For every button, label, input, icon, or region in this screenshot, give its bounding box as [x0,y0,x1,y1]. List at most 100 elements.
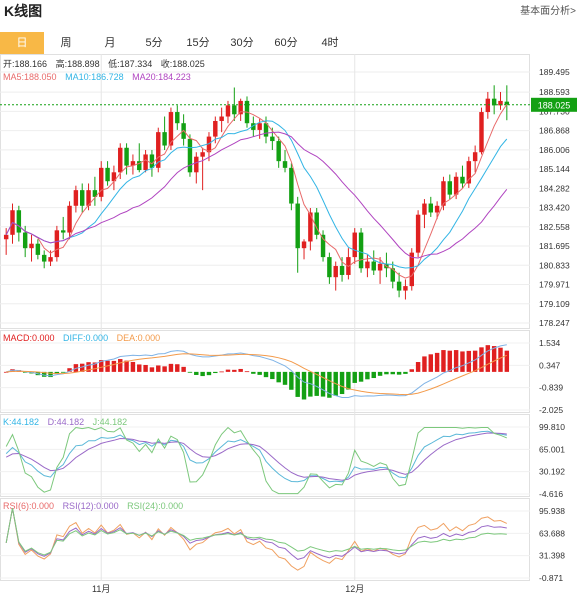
macd-bar [213,371,218,374]
candle-body [390,268,395,282]
tab-15min[interactable]: 15分 [186,37,210,49]
rsi6-value: 0.000 [32,501,55,511]
candle-body [498,100,503,106]
open-value: 188.166 [15,59,48,69]
price-y-tick: 182.558 [539,222,570,232]
macd-bar [409,369,414,372]
macd-label: MACD: [3,333,32,343]
macd-bar [99,360,104,372]
candle-body [149,154,155,168]
candle-body [3,234,9,240]
candle-body [118,147,123,173]
rsi6-line [5,508,508,571]
j-label: J: [93,417,100,427]
last-price-value: 188.025 [538,100,571,110]
candle-body [48,257,53,262]
kdj-j-line [5,426,507,495]
kline-chart[interactable]: 189.495188.593187.730186.868186.006185.1… [0,54,580,600]
macd-bar [156,365,161,372]
macd-bar [276,371,281,383]
macd-bar [67,368,72,372]
kdj-panel-frame [0,414,530,497]
macd-bar [498,347,503,372]
tab-30min[interactable]: 30分 [230,37,254,49]
kdj-readout: K:44.182 D:44.182 J:44.182 [3,417,127,427]
macd-series [3,344,510,400]
macd-bar [358,371,364,382]
price-y-tick: 188.593 [539,87,570,97]
high-label: 高: [56,58,68,69]
rsi-readout: RSI(6):0.000 RSI(12):0.000 RSI(24):0.000 [3,501,183,511]
macd-bar [149,367,155,372]
macd-bar [251,371,256,374]
ma10-value: 186.728 [91,72,124,82]
price-y-tick: 178.247 [539,318,570,328]
candle-body [333,266,338,278]
rsi-y-tick: 63.688 [539,528,565,538]
candle-body [295,203,300,249]
macd-bar [86,362,91,372]
rsi-y-tick: 31.398 [539,551,565,561]
tab-day[interactable]: 日 [0,32,44,54]
candle-body [213,120,218,137]
macd-bar [472,350,478,372]
candle-body [466,161,472,184]
period-tabs: 日 周 月 5分 15分 30分 60分 4时 [0,32,580,54]
candle-body [175,112,180,124]
ma5-line [5,104,508,279]
macd-bar [263,371,269,378]
ma10-label: MA10: [65,72,91,82]
candle-body [130,161,136,166]
kdj-series [5,426,507,495]
macd-bar [466,350,472,372]
macd-bar [352,371,357,383]
candle-body [263,123,269,137]
fundamental-analysis-link[interactable]: 基本面分析> [520,6,576,17]
macd-y-tick: 0.347 [539,360,561,370]
price-y-tick: 186.868 [539,126,570,136]
macd-bar [60,371,66,373]
candle-body [22,232,28,249]
candle-body [415,214,421,253]
macd-bar [447,350,453,372]
candle-body [251,123,256,130]
macd-bar [339,371,345,395]
candle-body [491,98,497,106]
tab-60min[interactable]: 60分 [274,37,298,49]
macd-bar [415,362,421,372]
macd-bar [308,371,313,397]
last-price-marker: 188.025 [0,97,577,112]
price-y-tick: 183.420 [539,203,570,213]
candle-body [441,181,446,206]
macd-bar [289,371,294,390]
macd-bar [365,371,370,380]
kdj-y-tick: 65.001 [539,444,565,454]
macd-bar [181,366,186,372]
rsi24-value: 0.000 [161,501,184,511]
rsi-panel-frame [0,498,530,581]
candle-body [289,167,294,204]
tab-5min[interactable]: 5分 [145,37,163,49]
candle-body [73,190,79,206]
candle-body [434,205,440,213]
candle-body [270,136,275,142]
candle-body [257,123,262,130]
tab-month[interactable]: 月 [104,37,116,49]
ma-readout: MA5:188.050 MA10:186.728 MA20:184.223 [3,72,191,82]
macd-bar [54,371,60,375]
price-y-tick: 186.006 [539,145,570,155]
rsi12-label: RSI(12): [63,501,97,511]
candle-body [472,152,478,162]
macd-bar [403,371,408,374]
macd-bar [111,360,117,372]
candle-body [377,263,383,271]
candle-body [314,212,319,235]
macd-bar [320,371,326,397]
candle-body [124,147,129,166]
candle-body [339,266,345,275]
page-title: K线图 [4,3,43,19]
macd-bar [244,371,250,373]
tab-week[interactable]: 周 [60,37,72,49]
tab-4hour[interactable]: 4时 [321,37,339,49]
macd-y-tick: -0.839 [539,383,563,393]
